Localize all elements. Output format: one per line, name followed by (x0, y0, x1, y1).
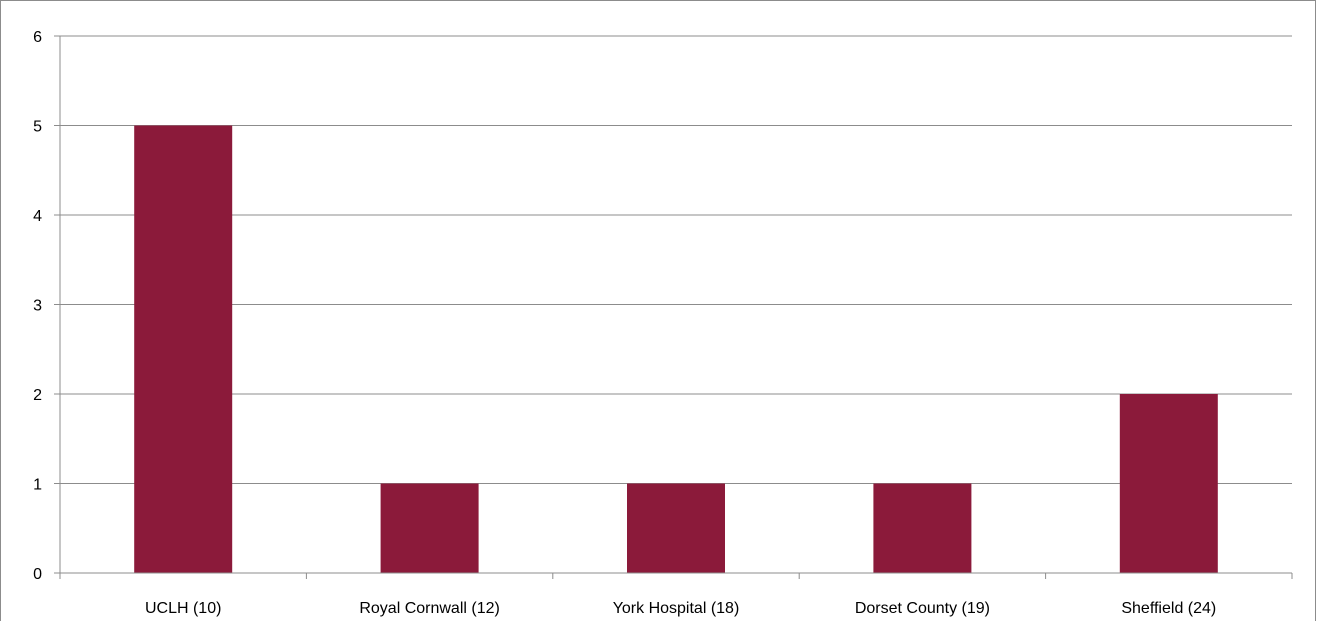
y-tick-label-4: 4 (33, 208, 42, 225)
x-tick-label-0: UCLH (10) (145, 600, 221, 617)
y-tick-label-6: 6 (33, 29, 42, 46)
gridlines (60, 35, 1292, 484)
x-tick-label-2: York Hospital (18) (613, 600, 740, 617)
bars (134, 125, 1218, 573)
x-tick-labels: UCLH (10) Royal Cornwall (12) York Hospita… (145, 600, 1216, 617)
bar-2 (627, 483, 725, 573)
x-tick-label-1: Royal Cornwall (12) (359, 600, 500, 617)
y-tick-labels: 0 1 2 3 4 5 6 (33, 29, 42, 583)
axes (54, 35, 1293, 579)
x-tick-label-4: Sheffield (24) (1121, 600, 1216, 617)
y-tick-label-0: 0 (33, 566, 42, 583)
y-tick-label-1: 1 (33, 477, 42, 494)
bar-4 (1119, 394, 1218, 573)
bar-0 (134, 125, 233, 573)
y-tick-label-5: 5 (33, 119, 42, 136)
bar-3 (873, 483, 972, 573)
bar-1 (380, 483, 479, 573)
x-tick-label-3: Dorset County (19) (855, 600, 990, 617)
y-tick-label-2: 2 (33, 387, 42, 404)
y-tick-label-3: 3 (33, 298, 42, 315)
